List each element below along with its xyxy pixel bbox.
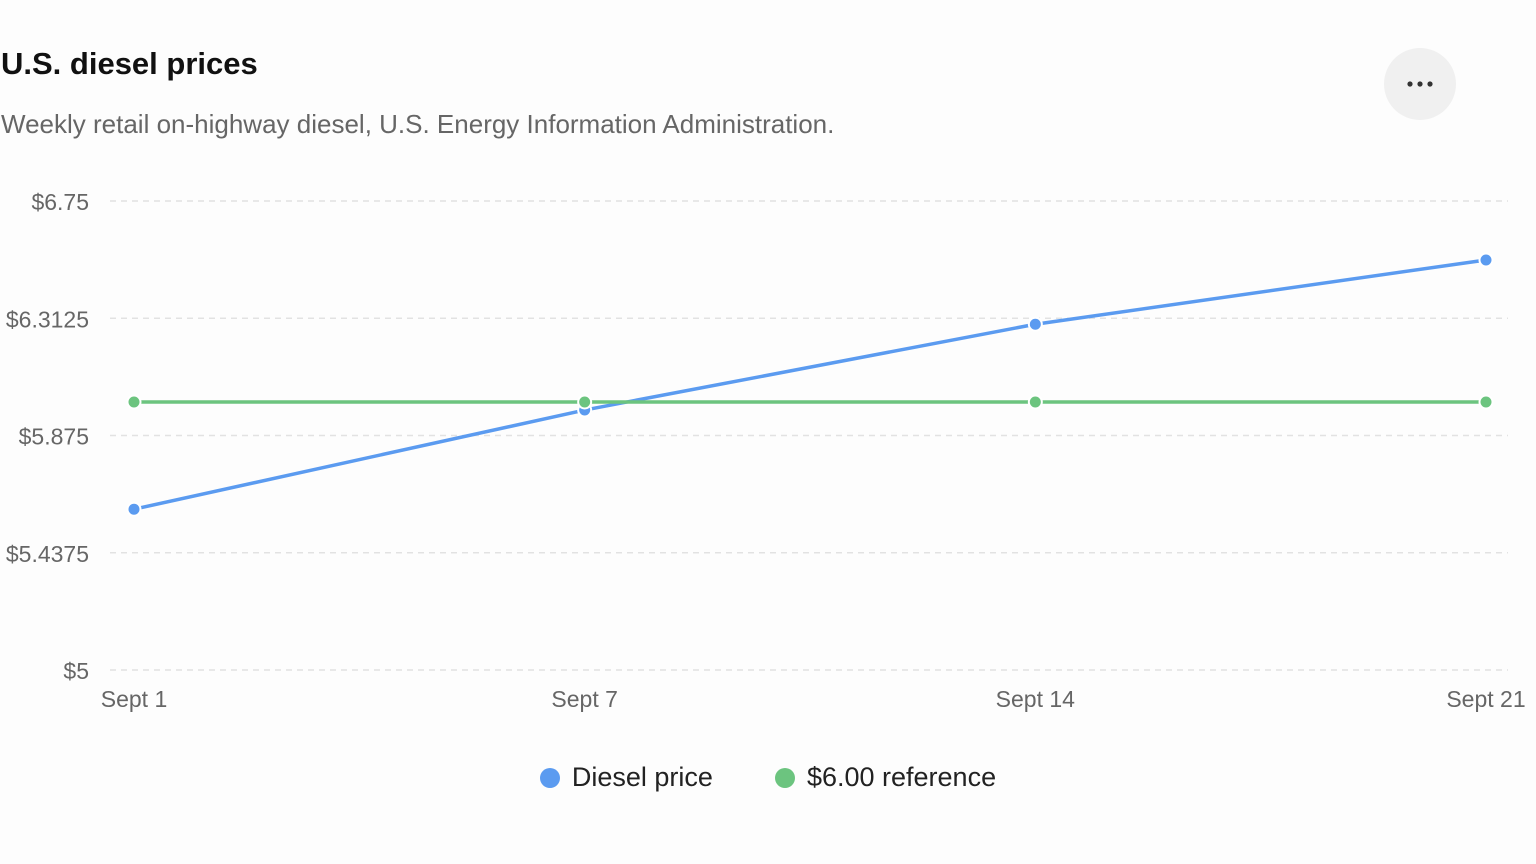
chart-title: U.S. diesel prices bbox=[1, 46, 258, 81]
data-point-diesel bbox=[1027, 316, 1043, 332]
chart-subtitle: Weekly retail on-highway diesel, U.S. En… bbox=[1, 109, 835, 139]
more-options-button[interactable] bbox=[1384, 48, 1456, 120]
data-point-reference bbox=[1027, 394, 1043, 410]
chart-legend: Diesel price $6.00 reference bbox=[0, 762, 1536, 793]
x-tick-label: Sept 7 bbox=[551, 686, 618, 712]
series-line-diesel bbox=[132, 258, 1488, 511]
legend-label-reference: $6.00 reference bbox=[806, 762, 997, 792]
data-point-reference bbox=[1478, 394, 1494, 410]
y-tick-label: $6.75 bbox=[31, 189, 89, 215]
legend-item-reference[interactable]: $6.00 reference bbox=[774, 762, 997, 793]
legend-dot-reference bbox=[774, 767, 795, 788]
legend-label-diesel: Diesel price bbox=[571, 762, 713, 792]
legend-dot-diesel bbox=[539, 767, 560, 788]
line-chart: $5 $5.4375 $5.875 $6.3125 $6.75 Sept 1 Sept 7 S… bbox=[6, 189, 1526, 712]
y-tick-label: $6.3125 bbox=[6, 306, 89, 332]
more-horizontal-icon bbox=[1407, 81, 1433, 87]
data-point-reference bbox=[126, 394, 142, 410]
y-tick-label: $5.4375 bbox=[6, 541, 89, 567]
x-tick-label: Sept 14 bbox=[996, 686, 1075, 712]
data-point-reference bbox=[577, 394, 593, 410]
data-point-diesel bbox=[126, 501, 142, 517]
data-point-diesel bbox=[1478, 252, 1494, 268]
legend-item-diesel[interactable]: Diesel price bbox=[539, 762, 713, 793]
x-tick-label: Sept 21 bbox=[1446, 686, 1525, 712]
x-tick-label: Sept 1 bbox=[101, 686, 168, 712]
y-tick-label: $5 bbox=[63, 658, 89, 684]
y-tick-label: $5.875 bbox=[19, 424, 89, 450]
